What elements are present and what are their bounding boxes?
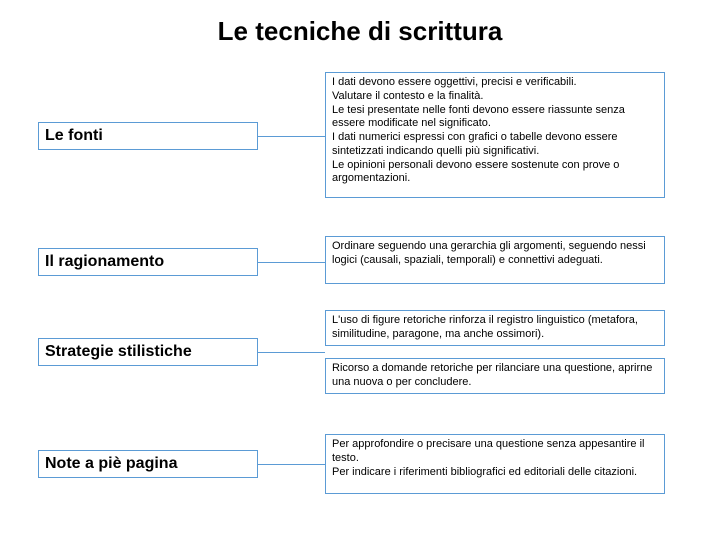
topic-box-fonti: Le fonti bbox=[38, 122, 258, 150]
topic-label: Le fonti bbox=[45, 127, 103, 145]
desc-box-stilistiche-0: L'uso di figure retoriche rinforza il re… bbox=[325, 310, 665, 346]
connector-ragionamento bbox=[258, 262, 325, 263]
topic-box-ragionamento: Il ragionamento bbox=[38, 248, 258, 276]
connector-stilistiche bbox=[258, 352, 325, 353]
topic-label: Note a piè pagina bbox=[45, 455, 177, 473]
topic-label: Strategie stilistiche bbox=[45, 343, 192, 361]
topic-label: Il ragionamento bbox=[45, 253, 164, 271]
connector-note bbox=[258, 464, 325, 465]
topic-box-note: Note a piè pagina bbox=[38, 450, 258, 478]
topic-box-stilistiche: Strategie stilistiche bbox=[38, 338, 258, 366]
desc-box-note-0: Per approfondire o precisare una questio… bbox=[325, 434, 665, 494]
diagram-title: Le tecniche di scrittura bbox=[0, 16, 720, 47]
desc-box-fonti-0: I dati devono essere oggettivi, precisi … bbox=[325, 72, 665, 198]
connector-fonti bbox=[258, 136, 325, 137]
desc-box-stilistiche-1: Ricorso a domande retoriche per rilancia… bbox=[325, 358, 665, 394]
desc-box-ragionamento-0: Ordinare seguendo una gerarchia gli argo… bbox=[325, 236, 665, 284]
